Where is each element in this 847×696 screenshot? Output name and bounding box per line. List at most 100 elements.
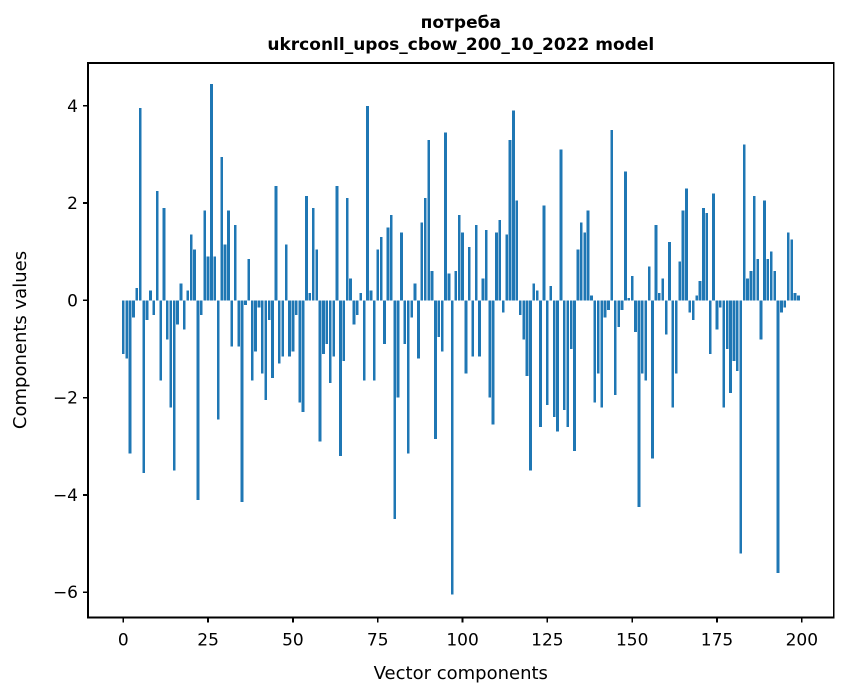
bar — [277, 300, 281, 364]
bar — [420, 222, 424, 301]
bar — [372, 300, 376, 381]
bar — [501, 300, 505, 313]
bar — [702, 207, 705, 301]
bar — [793, 293, 797, 301]
bar — [647, 266, 651, 301]
bar — [749, 271, 753, 301]
bar — [166, 300, 169, 340]
y-tick-label: 4 — [67, 97, 78, 117]
bar — [542, 205, 546, 301]
bar — [332, 300, 335, 357]
bar — [342, 300, 346, 362]
bar — [671, 300, 675, 408]
bar — [539, 300, 542, 427]
bar — [573, 300, 576, 452]
x-tick-label: 100 — [446, 631, 478, 651]
bar — [457, 215, 461, 301]
bar — [152, 300, 156, 315]
bar — [732, 300, 736, 362]
bar — [356, 300, 359, 315]
chart-subtitle: ukrconll_upos_cbow_200_10_2022 model — [267, 35, 654, 55]
bar — [179, 283, 183, 301]
bar — [562, 300, 566, 410]
bar — [427, 139, 430, 301]
bar — [389, 215, 393, 301]
bar — [311, 207, 315, 301]
bar — [688, 300, 692, 313]
bar — [529, 300, 532, 471]
bar — [288, 300, 291, 357]
bar — [213, 256, 217, 301]
bar — [552, 300, 556, 418]
bar — [484, 229, 488, 301]
bar — [403, 300, 407, 345]
y-axis-label: Components values — [10, 251, 31, 429]
bar — [607, 300, 610, 311]
bar — [739, 300, 743, 554]
bar — [440, 300, 444, 352]
bar — [657, 293, 661, 301]
x-tick-label: 175 — [701, 631, 733, 651]
bar — [254, 300, 257, 352]
bar — [230, 300, 234, 347]
bar — [790, 239, 793, 301]
bar — [247, 259, 251, 301]
bar — [142, 300, 145, 474]
bar — [515, 200, 519, 301]
x-tick-label: 200 — [786, 631, 818, 651]
bar — [461, 232, 464, 301]
bar — [451, 300, 454, 595]
bar — [478, 300, 481, 357]
bar — [281, 300, 285, 357]
bar — [362, 300, 366, 381]
bar — [715, 300, 719, 330]
bar — [603, 300, 607, 318]
bar — [556, 300, 559, 432]
bar — [250, 300, 254, 381]
bar — [624, 171, 627, 301]
bar — [447, 273, 451, 301]
bar — [495, 232, 498, 301]
x-tick-label: 25 — [197, 631, 219, 651]
bar — [264, 300, 268, 401]
bar — [430, 271, 434, 301]
bar — [773, 271, 777, 301]
bar — [471, 300, 475, 357]
bar — [379, 237, 383, 301]
bar — [423, 198, 427, 301]
x-tick-label: 150 — [616, 631, 648, 651]
bar — [176, 300, 179, 325]
bar — [315, 249, 319, 301]
bars-layer — [121, 83, 800, 595]
bar — [508, 139, 512, 301]
bar — [349, 278, 352, 301]
bar — [776, 300, 780, 573]
bar — [145, 300, 149, 320]
bar — [410, 300, 414, 318]
bar — [400, 232, 403, 301]
bar — [769, 251, 773, 301]
bar — [708, 300, 712, 354]
bar — [274, 186, 278, 301]
bar — [155, 190, 159, 301]
bar — [138, 108, 142, 301]
bar — [454, 271, 458, 301]
bar — [386, 227, 390, 301]
bar — [691, 300, 695, 320]
bar — [569, 300, 573, 349]
bar — [596, 300, 600, 374]
bar — [328, 300, 332, 384]
bar — [481, 278, 485, 301]
plot-spines — [87, 62, 835, 619]
bar — [325, 300, 329, 345]
bar — [206, 256, 210, 301]
bar — [162, 207, 166, 301]
bar — [284, 244, 288, 301]
bar — [244, 300, 247, 306]
bar — [783, 300, 787, 308]
bar — [172, 300, 176, 471]
bar — [491, 300, 495, 425]
bar — [406, 300, 410, 454]
bar — [525, 300, 529, 376]
